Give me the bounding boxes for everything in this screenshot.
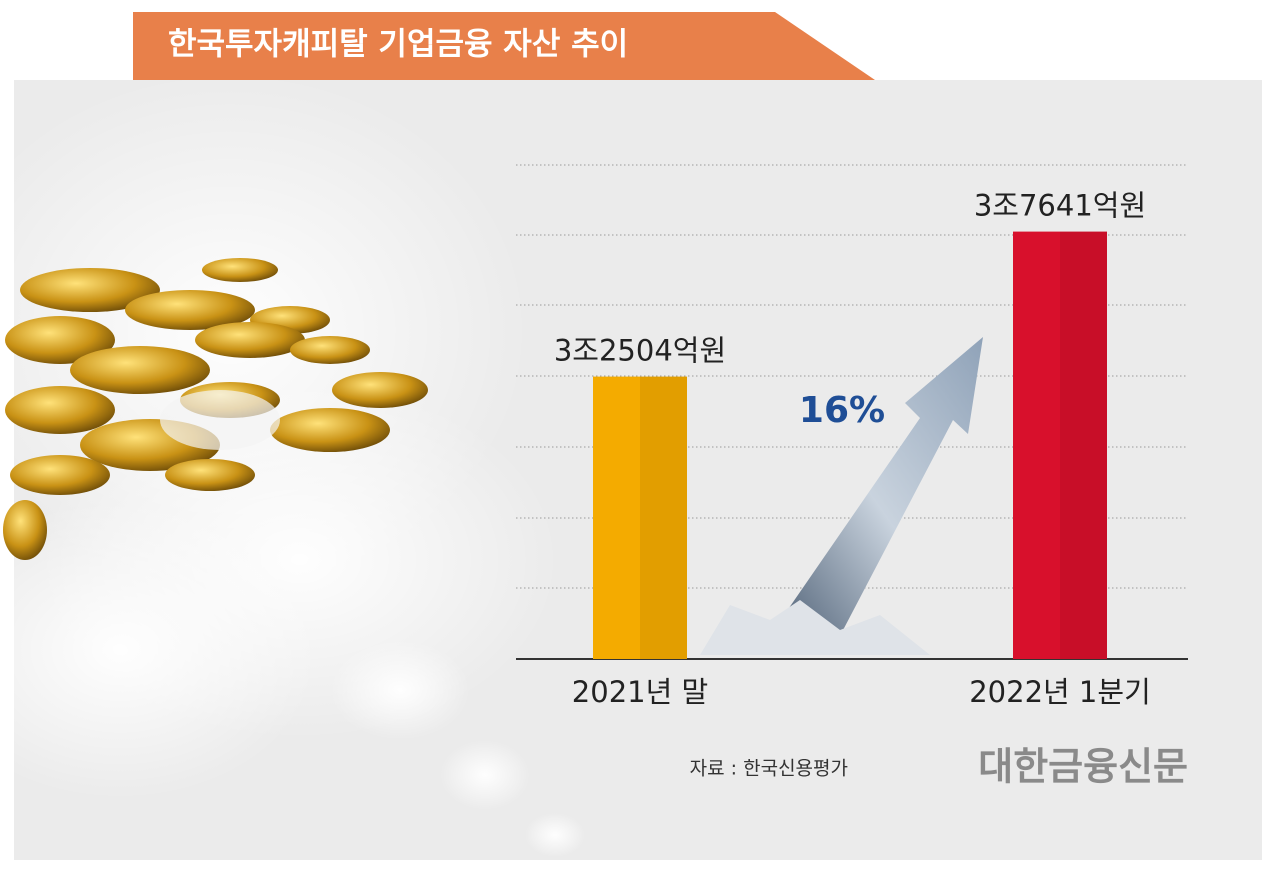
chart-title: 한국투자캐피탈 기업금융 자산 추이: [168, 27, 628, 63]
bar: [1013, 231, 1107, 660]
coins: [3, 258, 428, 560]
x-tick-label: 2021년 말: [572, 675, 708, 709]
brand: 대한금융신문: [978, 745, 1188, 789]
title-banner: [133, 12, 875, 80]
x-tick-label: 2022년 1분기: [969, 675, 1151, 709]
bar: [593, 376, 687, 659]
value-label: 3조7641억원: [974, 189, 1146, 223]
source: 자료 : 한국신용평가: [690, 758, 848, 780]
growth-arrow: [700, 337, 983, 655]
value-label: 3조2504억원: [554, 334, 726, 368]
bar-shade: [1060, 231, 1107, 660]
bar-shade: [640, 376, 687, 659]
annotation: 16%: [799, 390, 885, 431]
